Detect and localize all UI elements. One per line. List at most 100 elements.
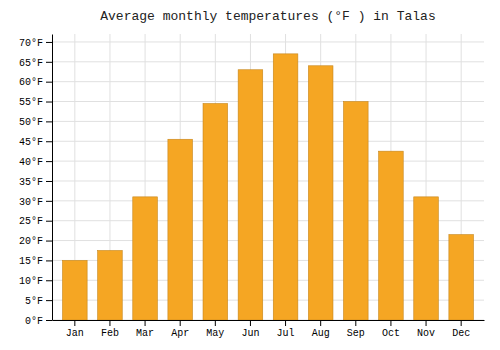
tick: Nov: [417, 320, 435, 339]
grid-line: [52, 81, 484, 82]
tick: May: [206, 320, 224, 339]
grid-line: [52, 180, 484, 181]
tick: Jun: [241, 320, 259, 339]
tick-label: 10°F: [19, 276, 43, 287]
chart-svg: Jan Feb Mar Apr May Jun Jul Aug Sep Oct Nov Dec 0°F 5…: [0, 0, 500, 350]
grid: [52, 34, 484, 320]
tick-mark: [285, 320, 286, 326]
tick-label: 55°F: [19, 97, 43, 108]
tick-mark: [145, 320, 146, 326]
bar: [273, 54, 298, 320]
tick-label: 60°F: [19, 77, 43, 88]
grid-line: [52, 121, 484, 122]
tick-mark: [215, 320, 216, 326]
tick-mark: [46, 201, 52, 202]
tick: 15°F: [19, 256, 52, 267]
tick-label: Dec: [452, 328, 470, 339]
axis-line: [52, 35, 53, 321]
tick-label: Apr: [171, 328, 189, 339]
tick: Mar: [136, 320, 154, 339]
tick-label: 25°F: [19, 216, 43, 227]
tick-label: 50°F: [19, 117, 43, 128]
tick: Feb: [101, 320, 119, 339]
plot-area: [63, 54, 474, 320]
tick-mark: [46, 161, 52, 162]
tick-mark: [46, 141, 52, 142]
bar: [379, 151, 404, 320]
grid-line: [52, 141, 484, 142]
bar: [238, 70, 263, 320]
tick: Sep: [347, 320, 365, 339]
tick-mark: [74, 320, 75, 326]
tick-mark: [46, 320, 52, 321]
tick-mark: [390, 320, 391, 326]
bar: [203, 104, 228, 320]
bar: [98, 250, 123, 320]
bar: [63, 260, 88, 320]
tick-mark: [109, 320, 110, 326]
tick-mark: [355, 320, 356, 326]
tick-label: 35°F: [19, 177, 43, 188]
tick-label: 15°F: [19, 256, 43, 267]
tick-mark: [46, 260, 52, 261]
tick-mark: [461, 320, 462, 326]
tick: 40°F: [19, 157, 52, 168]
tick-mark: [426, 320, 427, 326]
tick-label: 70°F: [19, 38, 43, 49]
axis-line: [53, 320, 485, 321]
tick-mark: [46, 42, 52, 43]
tick: 70°F: [19, 38, 52, 49]
chart-container: Jan Feb Mar Apr May Jun Jul Aug Sep Oct Nov Dec 0°F 5…: [0, 0, 500, 350]
tick-label: 40°F: [19, 157, 43, 168]
tick-mark: [46, 121, 52, 122]
tick: 25°F: [19, 216, 52, 227]
bar: [168, 139, 193, 320]
bar: [308, 66, 333, 320]
tick-mark: [46, 62, 52, 63]
tick: Apr: [171, 320, 189, 339]
tick: 45°F: [19, 137, 52, 148]
tick: 0°F: [25, 316, 52, 327]
tick-label: 65°F: [19, 58, 43, 69]
grid-line: [52, 41, 484, 42]
tick: 60°F: [19, 77, 52, 88]
tick: 30°F: [19, 197, 52, 208]
tick-label: 0°F: [25, 316, 43, 327]
tick: 10°F: [19, 276, 52, 287]
tick: Jul: [277, 320, 295, 339]
tick-mark: [320, 320, 321, 326]
bar: [133, 197, 158, 320]
grid-line: [52, 161, 484, 162]
bar: [344, 102, 369, 320]
tick-mark: [46, 300, 52, 301]
tick-mark: [46, 82, 52, 83]
tick: 50°F: [19, 117, 52, 128]
tick-label: 5°F: [25, 296, 43, 307]
tick: 35°F: [19, 177, 52, 188]
bar: [449, 235, 474, 320]
tick-label: Sep: [347, 328, 365, 339]
tick-label: Jul: [277, 328, 295, 339]
tick: Dec: [452, 320, 470, 339]
tick-label: Jun: [241, 328, 259, 339]
tick: Jan: [66, 320, 84, 339]
tick: Aug: [312, 320, 330, 339]
tick-label: 20°F: [19, 236, 43, 247]
grid-line: [52, 61, 484, 62]
tick-mark: [46, 221, 52, 222]
title: Average monthly temperatures (°F ) in Ta…: [100, 9, 435, 24]
tick-label: Jan: [66, 328, 84, 339]
tick: 20°F: [19, 236, 52, 247]
tick: 5°F: [25, 296, 52, 307]
grid-line: [52, 101, 484, 102]
tick-label: Oct: [382, 328, 400, 339]
tick-mark: [180, 320, 181, 326]
tick-label: Mar: [136, 328, 154, 339]
tick-mark: [46, 241, 52, 242]
tick-mark: [46, 181, 52, 182]
bar: [414, 197, 439, 320]
tick-mark: [250, 320, 251, 326]
tick-label: Feb: [101, 328, 119, 339]
tick-mark: [46, 280, 52, 281]
tick: 65°F: [19, 58, 52, 69]
